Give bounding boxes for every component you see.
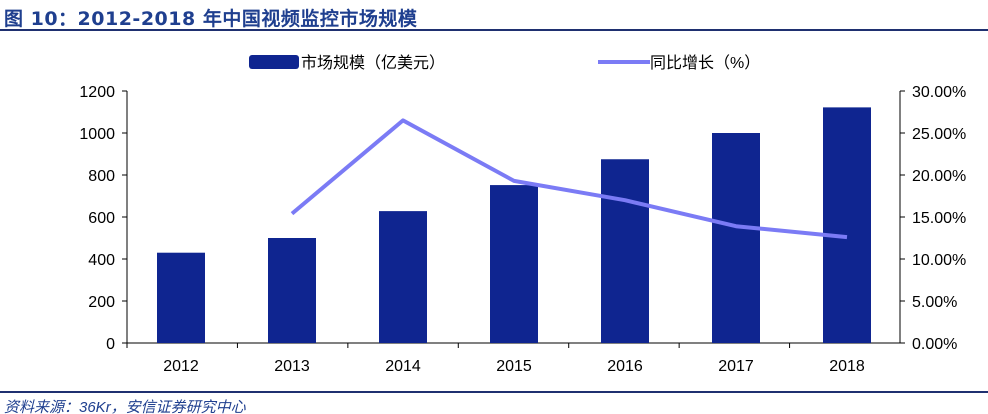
bar-2015 xyxy=(490,185,538,343)
left-tick-label: 800 xyxy=(88,168,115,185)
source-divider xyxy=(0,391,988,393)
x-tick-label: 2015 xyxy=(496,358,532,375)
bar-2013 xyxy=(268,238,316,343)
legend-bar-swatch xyxy=(249,55,299,69)
chart-svg: 0 200 400 600 800 1000 1200 0.00% 5.00% 10.00% 15.… xyxy=(79,54,966,375)
right-tick-label: 20.00% xyxy=(912,168,966,185)
left-tick-label: 600 xyxy=(88,210,115,227)
figure-title: 图 10：2012-2018 年中国视频监控市场规模 xyxy=(4,8,418,30)
left-tick-label: 0 xyxy=(106,336,115,353)
bar-2016 xyxy=(601,159,649,343)
right-tick-label: 30.00% xyxy=(912,84,966,101)
bar-2018 xyxy=(823,107,871,343)
bar-2017 xyxy=(712,133,760,343)
x-tick-label: 2013 xyxy=(274,358,310,375)
bar-2014 xyxy=(379,211,427,343)
left-tick-label: 1000 xyxy=(79,126,115,143)
right-tick-label: 15.00% xyxy=(912,210,966,227)
left-tick-label: 400 xyxy=(88,252,115,269)
x-tick-label: 2017 xyxy=(718,358,754,375)
growth-line xyxy=(290,118,848,240)
bar-2012 xyxy=(157,252,205,343)
right-tick-label: 5.00% xyxy=(912,294,957,311)
x-tick-label: 2012 xyxy=(163,358,199,375)
title-divider xyxy=(0,29,988,31)
x-tick-label: 2014 xyxy=(385,358,421,375)
x-tick-label: 2016 xyxy=(607,358,643,375)
source-note: 资料来源：36Kr，安信证券研究中心 xyxy=(4,399,246,414)
legend-bar-label: 市场规模（亿美元） xyxy=(301,54,445,72)
right-tick-label: 0.00% xyxy=(912,336,957,353)
right-tick-label: 10.00% xyxy=(912,252,966,269)
left-tick-label: 1200 xyxy=(79,84,115,101)
legend-line-label: 同比增长（%） xyxy=(650,54,760,72)
right-tick-label: 25.00% xyxy=(912,126,966,143)
x-tick-label: 2018 xyxy=(829,358,865,375)
left-tick-label: 200 xyxy=(88,294,115,311)
